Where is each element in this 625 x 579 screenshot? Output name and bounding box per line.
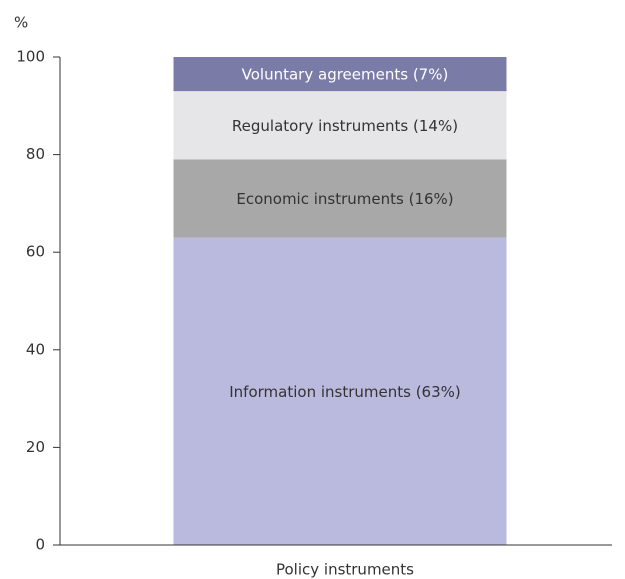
bar-segment — [173, 159, 507, 238]
y-tick-label: 80 — [26, 145, 45, 163]
y-tick-label: 20 — [26, 438, 45, 456]
y-tick-label: 40 — [26, 340, 45, 358]
y-axis-unit: % — [14, 14, 28, 32]
bar-segment — [173, 237, 507, 545]
bar-segment — [173, 91, 507, 160]
x-tick-label: Policy instruments — [276, 561, 414, 579]
y-tick-label: 60 — [26, 243, 45, 261]
segment-label: Voluntary agreements (7%) — [242, 66, 449, 84]
segment-label: Economic instruments (16%) — [236, 190, 453, 208]
segment-label: Information instruments (63%) — [229, 383, 461, 401]
y-tick-label: 0 — [35, 536, 45, 554]
segment-label: Regulatory instruments (14%) — [232, 117, 458, 135]
bar-segment — [173, 57, 507, 92]
y-tick-label: 100 — [16, 48, 45, 66]
